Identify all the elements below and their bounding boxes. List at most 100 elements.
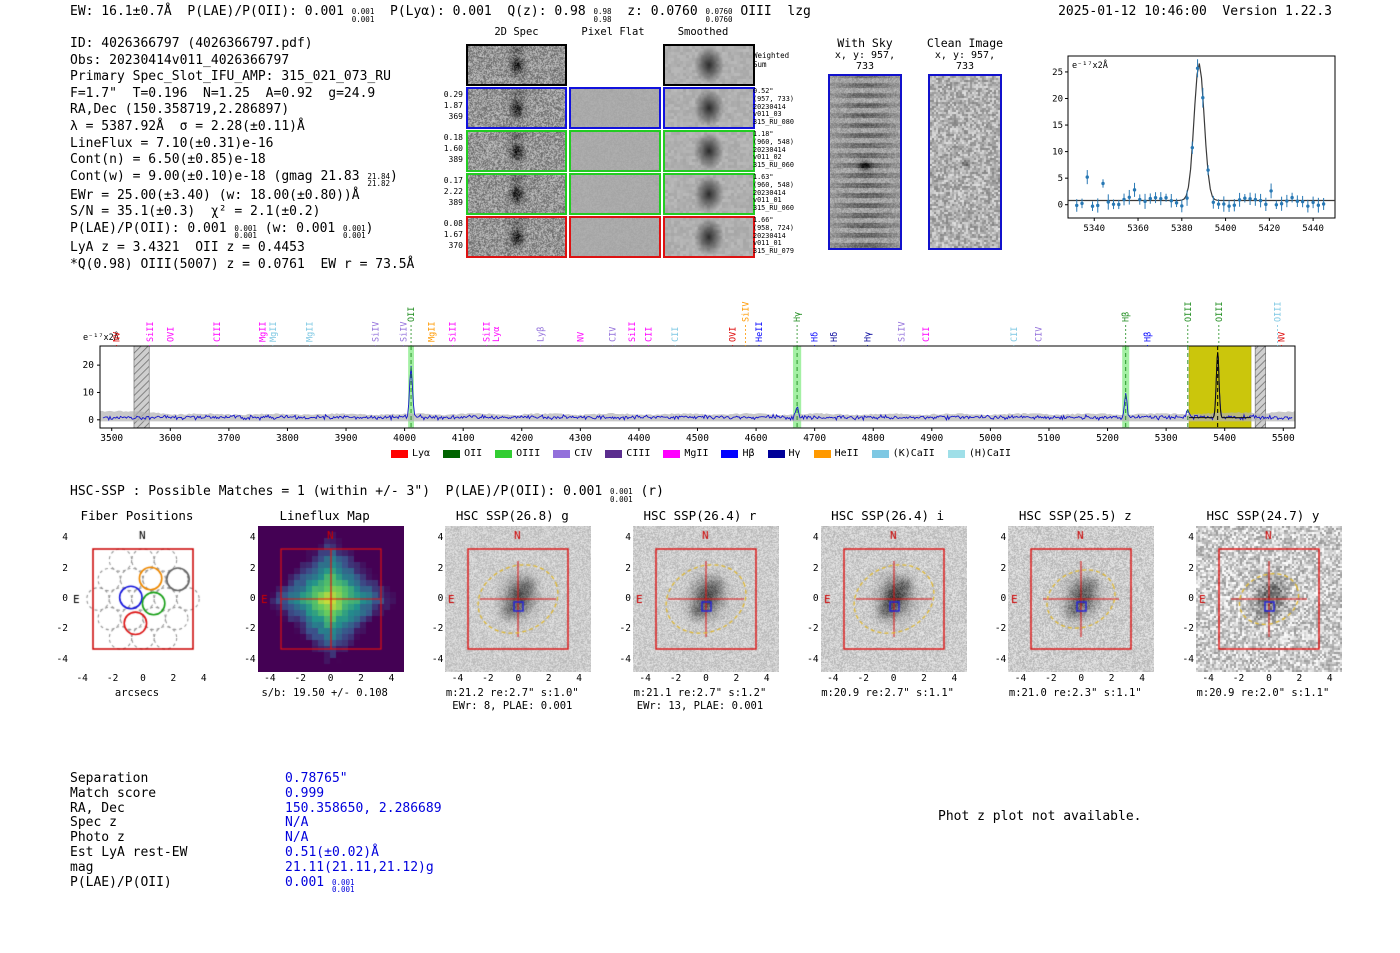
- cutout-panel-i: HSC SSP(26.4) i -4 -4 -2 -2 0 0 2 2 4 4 m:20.9 re:2…: [807, 508, 967, 712]
- match-table-label: Photo z: [70, 830, 125, 846]
- cutout-canvas-z: [1008, 526, 1155, 672]
- svg-text:4800: 4800: [862, 433, 885, 444]
- spec2d-cell-1-2: [663, 87, 755, 129]
- value-stack: 0.001 0.001: [332, 879, 355, 894]
- text-segment: 21.11(21.11,21.12)g: [285, 859, 434, 875]
- info-line: ID: 4026366797 (4026366797.pdf): [70, 36, 414, 53]
- svg-text:MgII: MgII: [428, 322, 438, 342]
- y-tick-label: -4: [619, 653, 631, 665]
- cutout-image-lineflux: -4 -4 -2 -2 0 0 2 2 4 4: [244, 526, 404, 684]
- stack-bottom: 0.98: [593, 14, 612, 24]
- line-marker-CII: CII: [671, 327, 681, 346]
- line-marker-CIV: CIV: [1034, 327, 1044, 346]
- svg-text:4100: 4100: [452, 433, 475, 444]
- match-table-value: N/A: [285, 830, 308, 846]
- x-tick-label: -2: [294, 673, 306, 684]
- line-marker-CIV: CIV: [609, 327, 619, 346]
- svg-text:5200: 5200: [1096, 433, 1119, 444]
- left-label-line: 1.60: [443, 144, 463, 153]
- y-tick-label: 0: [62, 593, 68, 604]
- x-tick-label: 0: [327, 673, 334, 684]
- legend-item: HeII: [813, 448, 859, 459]
- text-segment: P(LAE)/P(OII): 0.001: [70, 220, 235, 236]
- full-spectrum-plot: 3500 3600 3700 3800 3900 4000 4100 4200 4300 4400…: [55, 276, 1347, 466]
- y-tick-label: 2: [437, 562, 444, 574]
- line-marker-SiII: SiII: [449, 322, 459, 346]
- y-tick-label: 2: [812, 562, 819, 574]
- spec2d-row-left-label: 0.08 1.67 370: [441, 218, 463, 251]
- cutout-caption: m:21.0 re:2.3" s:1.1": [1008, 687, 1142, 699]
- cutout-caption: m:21.1 re:2.7" s:1.2": [633, 687, 767, 699]
- right-label-line: 0.52": [753, 87, 774, 95]
- spec2d-row-strip: [466, 216, 755, 258]
- svg-text:MgII: MgII: [306, 322, 316, 342]
- line-marker-CII: CII: [644, 327, 654, 346]
- legend-item: (H)CaII: [947, 448, 1011, 459]
- x-tick-label: 0: [703, 673, 709, 684]
- x-tick-label: -4: [1202, 673, 1214, 684]
- text-segment: HSC-SSP : Possible Matches = 1 (within +…: [70, 484, 611, 499]
- stack-bottom: 0.001: [234, 231, 257, 241]
- header-datetime-version: 2025-01-12 10:46:00 Version 1.22.3: [1058, 4, 1332, 19]
- cutout-panel-fiber: Fiber Positions -4 -4 -2 -2 0 0 2 2 4 4 arcsecs: [57, 508, 216, 712]
- svg-text:CII: CII: [922, 327, 932, 342]
- svg-text:20: 20: [1052, 94, 1063, 104]
- spec2d-row-right-label: 0.52" (957, 733) 20230414 v011_03 315_RU_080: [753, 87, 794, 127]
- svg-text:20: 20: [83, 360, 95, 371]
- info-line: S/N = 35.1(±0.3) χ² = 2.1(±0.2): [70, 204, 414, 221]
- info-line: LyA z = 3.4321 OII z = 0.4453: [70, 240, 414, 257]
- svg-text:4700: 4700: [803, 433, 826, 444]
- spec2d-cell-4-2: [663, 216, 755, 258]
- text-segment: ID: 4026366797 (4026366797.pdf): [70, 36, 313, 51]
- match-table-value: 0.51(±0.02)Å: [285, 845, 379, 861]
- y-tick-label: -2: [807, 623, 819, 635]
- svg-text:OVI: OVI: [166, 327, 176, 342]
- detection-info-block: ID: 4026366797 (4026366797.pdf) Obs: 2023…: [70, 36, 414, 273]
- cutout-image-y: -4 -4 -2 -2 0 0 2 2 4 4: [1182, 526, 1342, 684]
- svg-text:0: 0: [88, 415, 94, 426]
- svg-text:3600: 3600: [159, 433, 182, 444]
- zoom-axes: 0 5 10 15 20 25 5340 5360 5380 5400 5420 5440: [1052, 68, 1324, 234]
- emission-line-band: [792, 346, 802, 428]
- legend-label: HeII: [834, 448, 859, 459]
- right-label-line: 20230414: [753, 145, 786, 154]
- spec2d-row-left-label: 0.17 2.22 389: [441, 175, 463, 208]
- cutout-panel-g: HSC SSP(26.8) g -4 -4 -2 -2 0 0 2 2 4 4 m:21.2 re:2…: [432, 508, 592, 712]
- stack-bottom: 0.001: [343, 231, 366, 241]
- y-tick-label: 4: [625, 532, 631, 544]
- spec2d-cell-3-0: [466, 173, 567, 215]
- text-segment: P(Lyα): 0.001 Q(z): 0.98: [374, 4, 594, 19]
- match-table-label: Match score: [70, 785, 157, 801]
- hsc-matches-line: HSC-SSP : Possible Matches = 1 (within +…: [70, 484, 664, 503]
- line-marker-NV: NV: [1278, 332, 1288, 346]
- svg-text:SiII: SiII: [449, 322, 459, 342]
- spec2d-cell-0-1: [569, 44, 661, 86]
- svg-text:Hβ: Hβ: [1143, 332, 1153, 342]
- text-segment: 0.78765": [285, 771, 348, 786]
- x-tick-label: 2: [921, 673, 927, 684]
- text-segment: Obs: 20230414v011_4026366797: [70, 52, 290, 68]
- svg-text:5380: 5380: [1171, 224, 1193, 234]
- x-tick-label: 4: [951, 673, 958, 684]
- svg-text:NV: NV: [576, 332, 586, 342]
- value-stack: 0.001 0.001: [352, 8, 375, 23]
- svg-text:0: 0: [1058, 201, 1063, 211]
- line-marker-MgII: MgII: [269, 322, 279, 346]
- stack-top: 21.84: [367, 171, 390, 181]
- x-tick-label: 4: [763, 673, 770, 684]
- legend-label: (H)CaII: [968, 448, 1011, 459]
- y-tick-label: -4: [56, 653, 68, 665]
- x-tick-label: -2: [106, 673, 119, 684]
- match-table-row: Photo z N/A: [70, 830, 442, 846]
- cutout-panel-y: HSC SSP(24.7) y -4 -4 -2 -2 0 0 2 2 4 4 m:20.9 re:2…: [1182, 508, 1342, 712]
- clean-image: [928, 74, 1002, 250]
- stack-bottom: 0.001: [610, 494, 633, 504]
- emission-line-band: [1122, 346, 1130, 428]
- cutout-title-i: HSC SSP(26.4) i: [831, 508, 945, 523]
- legend-item: OIII: [495, 448, 540, 459]
- legend-item: (K)CaII: [871, 448, 935, 459]
- text-segment: OIII lzg: [732, 4, 811, 19]
- line-marker-CIII: CIII: [213, 322, 223, 346]
- spec2d-cell-0-0: [466, 44, 567, 86]
